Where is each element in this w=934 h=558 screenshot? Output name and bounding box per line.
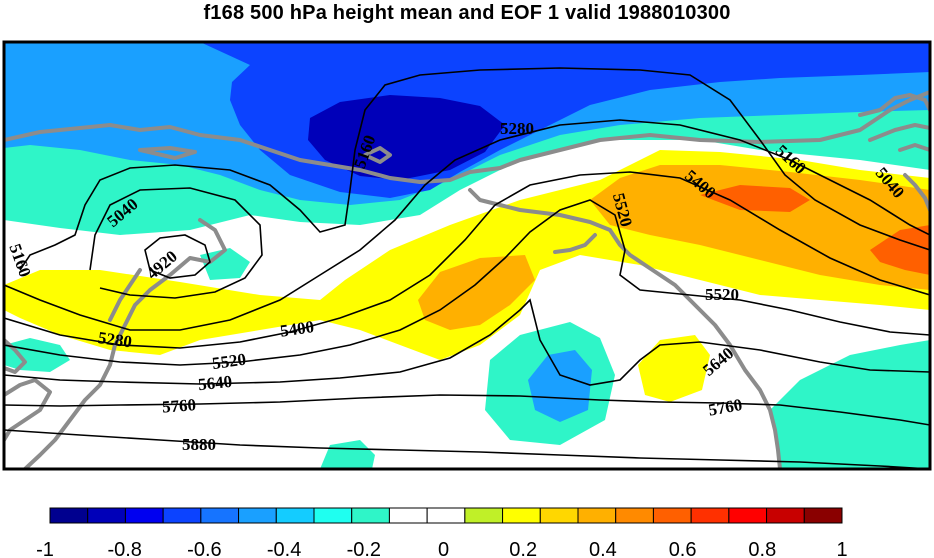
coastline-hudson (903, 173, 930, 212)
colorbar-box (577, 507, 617, 524)
contour-label: 5520 (211, 350, 247, 374)
contour-labels: 5040 5160 4920 5160 5280 5280 5400 5520 … (5, 119, 908, 454)
colorbar-tick-label: 0.8 (748, 539, 776, 558)
coastline-island-1 (363, 146, 392, 164)
colorbar-box (238, 507, 277, 524)
contour-5280 (4, 119, 930, 331)
colorbar-tick-label: 0 (438, 539, 449, 558)
contour-5040 (89, 187, 263, 299)
coastline-asia (4, 378, 52, 442)
shade-pos-0.4 (418, 255, 535, 330)
contour-5520 (4, 199, 930, 366)
colorbar-box (388, 507, 428, 524)
shade-neg-0.4-b (528, 350, 592, 422)
colorbar-box (803, 507, 843, 524)
colorbar-boxes (49, 507, 843, 524)
contour-4920 (144, 234, 211, 279)
shade-pos-0.6 (700, 185, 810, 212)
contour-5880 (4, 429, 930, 469)
colorbar-box (728, 507, 768, 524)
coastline-island-2 (138, 146, 197, 160)
colorbar-tick-label: -0.8 (107, 539, 141, 558)
colorbar-tick-label: 0.4 (589, 539, 617, 558)
shade-neg-0.8 (308, 95, 505, 180)
coastline-aleutians (553, 233, 597, 254)
colorbar-box (615, 507, 654, 524)
colorbar-box (539, 507, 579, 524)
contour-label: 5280 (97, 328, 133, 352)
chart-title: f168 500 hPa height mean and EOF 1 valid… (203, 2, 731, 24)
contour-5400 (4, 171, 930, 349)
shade-neg-0.2-c (770, 340, 930, 469)
shade-neg-0.2-e (4, 338, 70, 372)
colorbar-tick-label: -1 (36, 539, 54, 558)
contour-label: 5640 (197, 372, 233, 394)
colorbar-box (690, 507, 730, 524)
shade-pos-0.6-b (870, 225, 930, 275)
colorbar-box (502, 507, 541, 524)
colorbar-box (351, 507, 390, 524)
colorbar-box (464, 507, 504, 524)
colorbar-box (162, 507, 202, 524)
contour-label: 5520 (705, 285, 739, 304)
colorbar-tick-label: 0.2 (509, 539, 537, 558)
contour-label: 5880 (182, 435, 216, 454)
shade-pos-0.2-b (638, 335, 710, 402)
colorbar-box (124, 507, 164, 524)
shade-neg-0.2-d (320, 440, 375, 469)
colorbar-box (313, 507, 353, 524)
contour-label: 5280 (500, 119, 534, 138)
coastline-kamchatka-west (108, 268, 142, 322)
colorbar-box (652, 507, 692, 524)
colorbar-tick-label: -0.6 (187, 539, 221, 558)
coastlines (4, 90, 930, 469)
colorbar-box (87, 507, 126, 524)
colorbar-box (275, 507, 315, 524)
colorbar-tick-label: 0.6 (669, 539, 697, 558)
contour-label: 5400 (279, 317, 315, 341)
coastline-canada-arctic (858, 93, 930, 152)
colorbar-box (200, 507, 240, 524)
colorbar-tick-label: -0.2 (347, 539, 381, 558)
contour-5640 (4, 298, 930, 386)
coastline-arctic (4, 90, 930, 184)
coastline-kamchatka (23, 218, 227, 469)
shade-pos-0.4-b (590, 165, 930, 290)
eof-shading (4, 42, 930, 469)
colorbar-tick-label: -0.4 (267, 539, 301, 558)
colorbar-box (426, 507, 466, 524)
contour-5760 (4, 394, 930, 426)
height-contours (4, 67, 930, 469)
colorbar-box (766, 507, 805, 524)
shade-neg-0.2-f (200, 248, 250, 280)
coastline-alaska (468, 188, 782, 469)
contour-label: 5760 (161, 395, 196, 416)
colorbar-box (49, 507, 89, 524)
colorbar-tick-label: 1 (836, 539, 847, 558)
map-frame (2, 40, 932, 471)
colorbar-ticks: -1 -0.8 -0.6 -0.4 -0.2 0 0.2 0.4 0.6 0.8 1 (36, 539, 847, 558)
